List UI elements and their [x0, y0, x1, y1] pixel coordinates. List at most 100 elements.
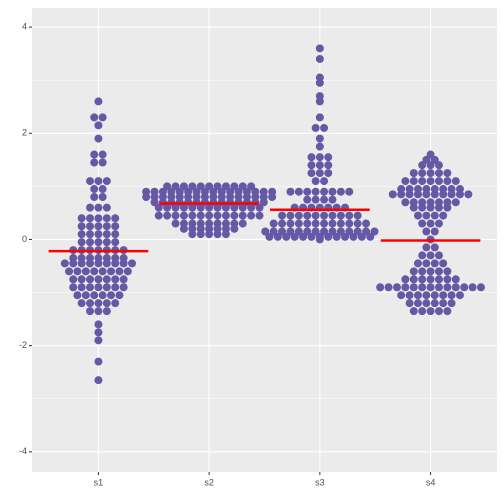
dot [315, 78, 324, 87]
dot [286, 187, 295, 196]
dot [430, 291, 439, 300]
dot [115, 267, 124, 276]
dot [69, 275, 78, 284]
dot [179, 224, 188, 233]
dot [451, 283, 460, 292]
dot [455, 291, 464, 300]
dot [430, 243, 439, 252]
dot [171, 211, 180, 220]
dot [315, 235, 324, 244]
dot [434, 203, 443, 212]
dot [111, 222, 120, 231]
dot [426, 283, 435, 292]
dot [434, 251, 443, 260]
dot [303, 219, 312, 228]
dot [90, 113, 99, 122]
dot [434, 275, 443, 284]
dot [94, 320, 103, 329]
dot [107, 267, 116, 276]
dot [213, 211, 222, 220]
dot [418, 251, 427, 260]
dot [238, 203, 247, 212]
dot [81, 267, 90, 276]
dot [434, 169, 443, 178]
dot [439, 299, 448, 308]
dot [98, 267, 107, 276]
dot [98, 291, 107, 300]
dot [94, 376, 103, 385]
dot [282, 232, 291, 241]
dot [221, 230, 230, 239]
dot [460, 283, 469, 292]
dot [90, 158, 99, 167]
dot [94, 230, 103, 239]
dot [102, 238, 111, 247]
dot [94, 134, 103, 143]
dot [90, 150, 99, 159]
dot [315, 97, 324, 106]
dot [94, 222, 103, 231]
dot [409, 307, 418, 316]
dot [163, 203, 172, 212]
y-tick-label: 0 [22, 234, 27, 244]
dot [328, 195, 337, 204]
dot [94, 336, 103, 345]
dot [409, 203, 418, 212]
dot [154, 211, 163, 220]
dot [430, 259, 439, 268]
dot [73, 291, 82, 300]
dot [77, 259, 86, 268]
dot [94, 259, 103, 268]
dot [111, 230, 120, 239]
dot [230, 211, 239, 220]
dot [128, 259, 137, 268]
dot [179, 211, 188, 220]
dot [430, 190, 439, 199]
dot [278, 211, 287, 220]
dot [98, 150, 107, 159]
dot [324, 232, 333, 241]
dot [119, 283, 128, 292]
dot [434, 161, 443, 170]
dot [328, 211, 337, 220]
dot [98, 192, 107, 201]
dot [439, 211, 448, 220]
dot [418, 203, 427, 212]
dot [102, 230, 111, 239]
dot [409, 169, 418, 178]
dot [443, 275, 452, 284]
dot [86, 203, 95, 212]
dot [255, 211, 264, 220]
dot [405, 190, 414, 199]
dot [439, 291, 448, 300]
dot [294, 211, 303, 220]
dot [94, 97, 103, 106]
dot [426, 275, 435, 284]
dot [73, 267, 82, 276]
dot [111, 299, 120, 308]
dot [315, 169, 324, 178]
dot [94, 307, 103, 316]
dot [376, 283, 385, 292]
dot [86, 283, 95, 292]
dot [418, 283, 427, 292]
dot [353, 211, 362, 220]
dot [94, 275, 103, 284]
dot [90, 185, 99, 194]
dot [315, 134, 324, 143]
dot [98, 113, 107, 122]
dot [418, 161, 427, 170]
dot [341, 232, 350, 241]
dot [447, 299, 456, 308]
dot [303, 211, 312, 220]
dot [388, 190, 397, 199]
dot [320, 187, 329, 196]
dot [422, 227, 431, 236]
dot [434, 307, 443, 316]
dot [77, 214, 86, 223]
dot [213, 230, 222, 239]
dot [307, 161, 316, 170]
dot [426, 307, 435, 316]
dot [196, 230, 205, 239]
dot [311, 187, 320, 196]
